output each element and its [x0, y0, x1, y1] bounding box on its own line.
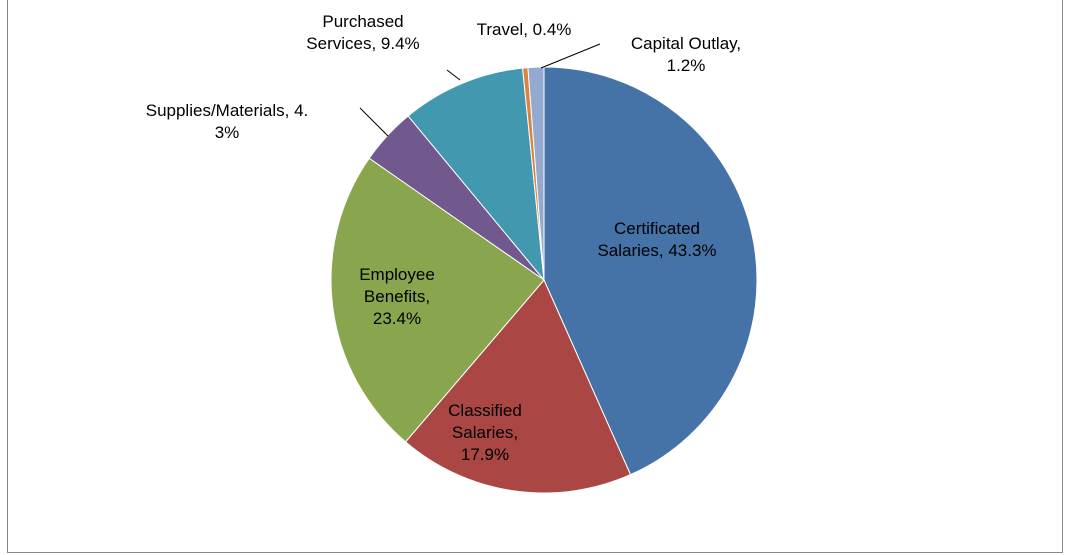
- leader-line: [540, 43, 601, 69]
- data-label: Certificated Salaries, 43.3%: [597, 219, 717, 260]
- data-label: Purchased Services, 9.4%: [306, 12, 420, 53]
- data-label: Travel, 0.4%: [476, 20, 572, 39]
- data-label: Classified Salaries, 17.9%: [448, 401, 522, 464]
- pie-slice: [330, 157, 545, 443]
- leader-line: [446, 69, 461, 81]
- pie-slice: [543, 66, 758, 476]
- data-label: Capital Outlay, 1.2%: [630, 34, 742, 75]
- pie-slice: [407, 67, 545, 282]
- data-label: Supplies/Materials, 4.3%: [145, 101, 309, 142]
- chart-frame: [7, 0, 1063, 553]
- pie: [330, 66, 758, 494]
- leader-line: [359, 107, 389, 137]
- pie-slice: [404, 279, 632, 494]
- data-label: Employee Benefits, 23.4%: [359, 265, 435, 328]
